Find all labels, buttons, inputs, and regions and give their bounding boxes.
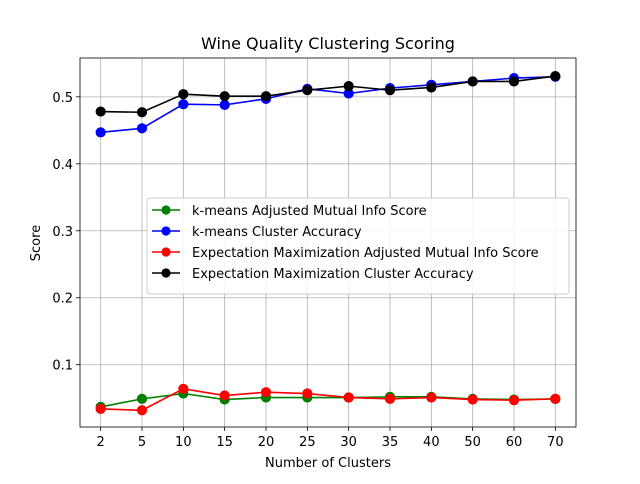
- legend-box: [146, 197, 570, 295]
- legend-marker: [161, 268, 171, 278]
- axes-layer: 2 5 10 15 20 25 30 35 40 50 60 700.10.20.30.40.5: [52, 57, 577, 450]
- data-point: [384, 393, 396, 404]
- data-point: [426, 392, 437, 403]
- data-point: [508, 395, 520, 406]
- data-point: [467, 76, 478, 87]
- y-axis-label: Score: [29, 225, 44, 261]
- series-line: [100, 387, 556, 412]
- legend-marker: [161, 226, 171, 236]
- data-point: [136, 405, 148, 416]
- data-point: [136, 393, 148, 404]
- data-point: [95, 106, 106, 117]
- data-point: [136, 123, 148, 134]
- legend-label: k-means Cluster Accuracy: [192, 225, 362, 240]
- data-point: [178, 383, 189, 394]
- x-tick-label: 2: [97, 435, 105, 450]
- x-tick-label: 15: [216, 435, 233, 450]
- x-tick-label: 70: [547, 435, 564, 450]
- x-tick-label: 60: [506, 435, 523, 450]
- data-point: [136, 107, 148, 118]
- x-tick-label: 35: [382, 435, 399, 450]
- plot-frame: [79, 57, 577, 428]
- x-tick-label: 5: [138, 435, 146, 450]
- x-tick-label: 40: [423, 435, 440, 450]
- legend-label: Expectation Maximization Cluster Accurac…: [192, 267, 474, 282]
- data-point: [219, 390, 230, 401]
- series-line: [100, 75, 556, 114]
- y-tick-label: 0.3: [52, 225, 73, 240]
- data-point: [467, 394, 478, 405]
- legend-marker: [161, 205, 171, 215]
- chart-title: Wine Quality Clustering Scoring: [201, 34, 455, 53]
- data-point: [343, 392, 354, 403]
- data-point: [260, 91, 272, 102]
- data-point: [550, 70, 561, 82]
- data-point: [178, 89, 189, 100]
- data-point: [302, 388, 313, 399]
- legend-label: k-means Adjusted Mutual Info Score: [192, 204, 427, 219]
- series-layer: [95, 70, 561, 416]
- data-point: [95, 403, 106, 415]
- data-point: [343, 81, 354, 92]
- data-point: [219, 99, 230, 110]
- legend: k-means Adjusted Mutual Info Score k-mean…: [146, 197, 570, 295]
- data-point: [550, 393, 561, 404]
- y-tick-label: 0.2: [52, 292, 73, 307]
- data-point: [384, 85, 396, 96]
- x-axis-label: Number of Clusters: [265, 456, 391, 471]
- y-tick-label: 0.5: [52, 91, 73, 106]
- legend-marker: [161, 247, 171, 257]
- data-point: [302, 85, 313, 96]
- data-point: [178, 99, 189, 110]
- x-tick-label: 30: [340, 435, 357, 450]
- data-point: [260, 387, 272, 398]
- y-tick-label: 0.4: [52, 158, 73, 173]
- x-tick-label: 25: [299, 435, 316, 450]
- x-tick-label: 20: [258, 435, 275, 450]
- x-tick-label: 10: [175, 435, 192, 450]
- data-point: [95, 127, 106, 138]
- x-tick-label: 50: [464, 435, 481, 450]
- legend-label: Expectation Maximization Adjusted Mutual…: [192, 246, 539, 261]
- y-tick-label: 0.1: [52, 359, 73, 374]
- data-point: [426, 82, 437, 93]
- data-point: [219, 91, 230, 102]
- data-point: [508, 76, 520, 87]
